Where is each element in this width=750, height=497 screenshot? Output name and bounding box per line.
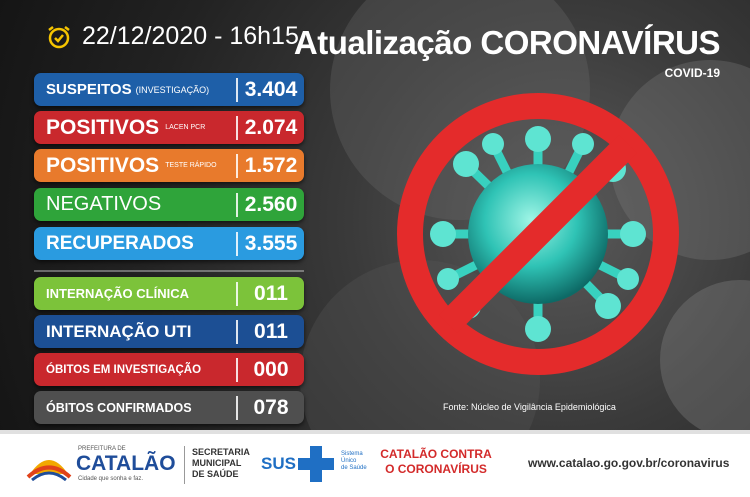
stat-separator [236,319,238,344]
virus-prohibited-icon [397,93,679,375]
sus-subtitle: Sistema Único de Saúde [341,451,367,471]
stat-value: 2.560 [244,192,298,216]
website-link[interactable]: www.catalao.go.gov.br/coronavirus [528,456,730,470]
stat-value: 3.555 [244,231,298,255]
stat-value: 011 [254,319,288,343]
poster: 22/12/2020 - 16h15 Atualização CORONAVÍR… [0,0,750,430]
stat-label: INTERNAÇÃO UTI [46,321,192,341]
stat-sublabel: LACEN PCR [165,123,206,131]
stat-value: 000 [253,357,289,381]
stat-value: 078 [253,395,289,419]
stat-separator [236,192,238,217]
datetime-text: 22/12/2020 - 16h15 [82,22,299,50]
stat-negativos: NEGATIVOS 2.560 [34,188,304,221]
footer-prefeitura: PREFEITURA DE [78,446,126,452]
footer-city: CATALÃO [76,452,176,475]
stat-internacao-clinica: INTERNAÇÃO CLÍNICA 011 [34,277,304,310]
stat-label: ÓBITOS EM INVESTIGAÇÃO [46,363,202,376]
footer-bar: PREFEITURA DE CATALÃO Cidade que sonha e… [0,430,750,497]
stat-positivos-pcr: POSITIVOS LACEN PCR 2.074 [34,111,304,144]
stat-label: SUSPEITOS [46,81,132,98]
stat-value: 2.074 [244,115,298,139]
campaign-label: CATALÃO CONTRA O CORONAVÍRUS [380,447,492,476]
stat-label: NEGATIVOS [46,193,162,215]
stat-obitos-confirmados: ÓBITOS CONFIRMADOS 078 [34,391,304,424]
stat-label: POSITIVOS [46,153,160,177]
stat-separator [236,115,238,140]
stat-sublabel: TESTE RÁPIDO [165,161,217,169]
sun-logo-icon [26,460,72,482]
stat-separator [236,153,238,178]
header-datetime: 22/12/2020 - 16h15 [46,22,299,51]
stat-value: 1.572 [244,153,298,177]
stat-recuperados: RECUPERADOS 3.555 [34,227,304,260]
stat-label: ÓBITOS CONFIRMADOS [46,400,192,415]
footer-secretaria: SECRETARIA MUNICIPAL DE SAÚDE [192,447,250,479]
stat-value: 3.404 [244,77,298,101]
section-divider [34,270,304,272]
source-note: Fonte: Núcleo de Vigilância Epidemiológi… [443,402,616,412]
footer-separator [184,446,185,484]
stat-positivos-teste: POSITIVOS TESTE RÁPIDO 1.572 [34,149,304,182]
stat-internacao-uti: INTERNAÇÃO UTI 011 [34,315,304,348]
stat-value: 011 [254,281,288,305]
stat-label: RECUPERADOS [46,232,194,254]
page-subtitle: COVID-19 [664,66,720,80]
stat-separator [236,395,238,420]
page-title: Atualização CORONAVÍRUS [293,24,721,61]
stat-label: INTERNAÇÃO CLÍNICA [46,286,189,301]
alarm-clock-icon [48,25,70,48]
stat-obitos-investigacao: ÓBITOS EM INVESTIGAÇÃO 000 [34,353,304,386]
stat-suspeitos: SUSPEITOS (INVESTIGAÇÃO) 3.404 [34,73,304,106]
footer-slogan: Cidade que sonha e faz. [78,476,144,482]
sus-label: SUS [261,454,296,473]
sus-cross-icon [298,446,334,482]
stat-separator [236,231,238,256]
stat-sublabel: (INVESTIGAÇÃO) [135,84,210,95]
stat-label: POSITIVOS [46,115,160,139]
stat-separator [236,281,238,306]
stat-separator [236,357,238,382]
stat-separator [236,77,238,102]
